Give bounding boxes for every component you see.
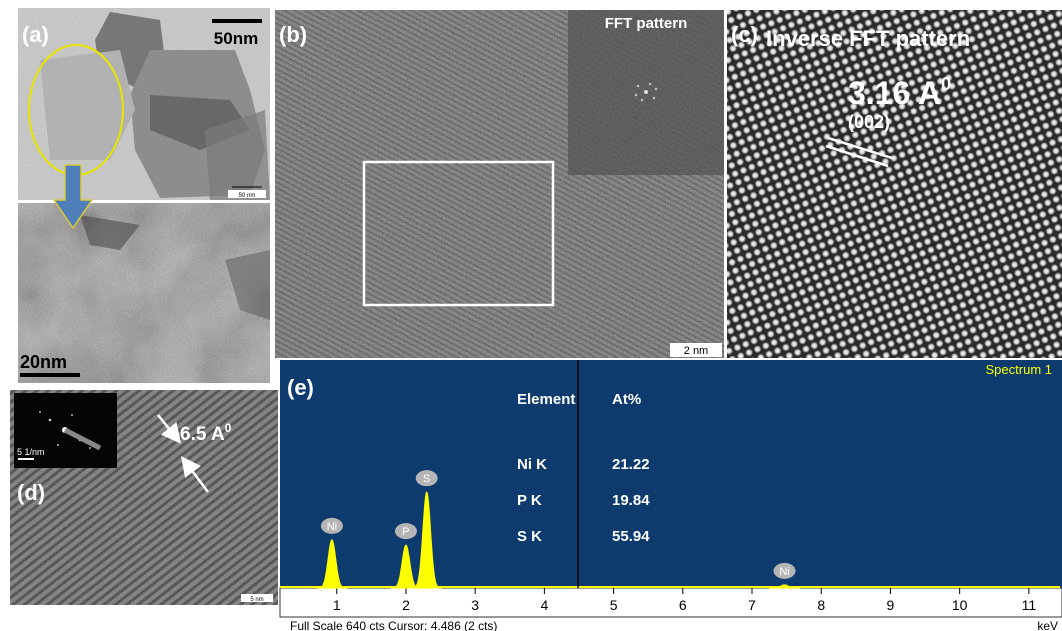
footer: Full Scale 640 cts Cursor: 4.486 (2 cts) (290, 619, 497, 631)
spacing-value: 3.16 A (848, 75, 941, 111)
plane-label: (002) (848, 112, 890, 132)
panel-label: (b) (279, 22, 307, 47)
inset-title: FFT pattern (605, 15, 688, 32)
table-cell: 55.94 (612, 528, 650, 545)
x-tick-label: 5 (610, 597, 618, 613)
panel-label: (c) (731, 22, 758, 47)
panel-c (727, 10, 1062, 358)
panel-label: (a) (22, 22, 49, 47)
scale-label: 2 nm (684, 345, 708, 357)
x-tick-label: 8 (817, 597, 825, 613)
spectrum-background (280, 360, 1062, 588)
table-header: At% (612, 391, 641, 408)
table-cell: 21.22 (612, 456, 650, 473)
x-tick-label: 4 (540, 597, 548, 613)
x-tick-label: 10 (952, 597, 968, 613)
table-cell: S K (517, 528, 542, 545)
x-tick-label: 2 (402, 597, 410, 613)
scale-label: 5 1/nm (17, 447, 45, 457)
spacing-value: 6.5 A (180, 424, 225, 445)
figure: (a) 50nm 50 nm 20nm 5 1/nm 5 nm (d) 6.5 … (0, 0, 1062, 631)
scale-label: 20nm (20, 352, 67, 372)
peak-label: Ni (779, 566, 789, 578)
table-header: Element (517, 391, 575, 408)
x-tick-label: 1 (333, 597, 341, 613)
scale-label: 50 nm (239, 193, 256, 199)
table-cell: 19.84 (612, 492, 650, 509)
panel-b (275, 10, 724, 358)
x-tick-label: 6 (679, 597, 687, 613)
table-cell: P K (517, 492, 542, 509)
scale-label: 50nm (214, 29, 258, 48)
x-unit: keV (1037, 619, 1058, 631)
spacing-label: 6.5 A0 (180, 421, 232, 445)
panel-label: (d) (17, 480, 45, 505)
x-tick-label: 3 (471, 597, 479, 613)
table-cell: Ni K (517, 456, 547, 473)
panel-d (10, 390, 278, 605)
panel-label: (e) (287, 375, 314, 400)
peak-label: Ni (327, 521, 337, 533)
x-tick-label: 9 (887, 597, 895, 613)
x-tick-label: 7 (748, 597, 756, 613)
peak-label: P (402, 526, 409, 538)
spacing-label: 3.16 A0 (848, 74, 951, 111)
panel-title: Inverse FFT pattern (766, 26, 970, 51)
x-tick-label: 11 (1022, 597, 1037, 613)
spacing-sup: 0 (941, 74, 951, 94)
spectrum-axis (280, 588, 1062, 617)
peak-label: S (423, 473, 430, 485)
scale-label: 5 nm (250, 597, 263, 603)
spacing-sup: 0 (225, 421, 232, 435)
spectrum-title: Spectrum 1 (986, 362, 1052, 377)
